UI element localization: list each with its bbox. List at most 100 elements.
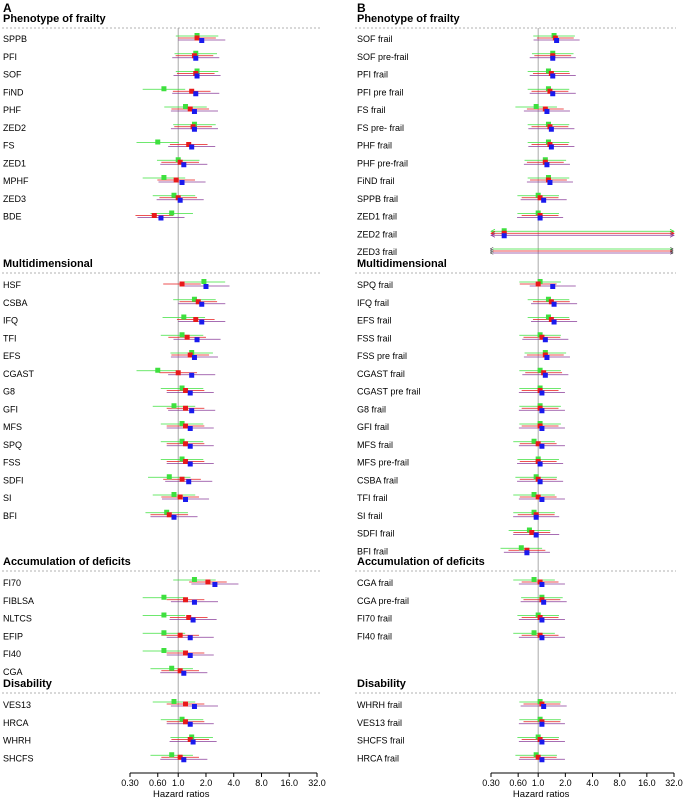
- forest-row: TFI frail: [357, 492, 565, 503]
- point-red: [537, 195, 543, 201]
- point-green: [171, 403, 177, 409]
- point-blue: [191, 704, 197, 709]
- point-red: [183, 650, 189, 656]
- forest-row: GFI frail: [357, 421, 565, 432]
- point-green: [161, 175, 167, 180]
- point-blue: [194, 337, 200, 343]
- row-label: PHF: [3, 105, 22, 115]
- point-green: [545, 296, 551, 302]
- x-tick-label: 0.30: [121, 778, 139, 788]
- row-label: WHRH frail: [357, 700, 402, 710]
- point-red: [184, 334, 190, 340]
- point-blue: [191, 109, 197, 114]
- row-label: ZED2 frail: [357, 229, 397, 239]
- point-blue: [189, 408, 195, 414]
- section-title: Accumulation of deficits: [357, 556, 485, 568]
- row-label: CGAST: [3, 369, 35, 379]
- panel-letter: A: [3, 1, 12, 15]
- forest-row: SDFI frail: [357, 527, 560, 539]
- point-blue: [548, 126, 554, 132]
- x-tick-label: 32.0: [665, 778, 683, 788]
- row-label: FI70: [3, 578, 21, 588]
- point-blue: [539, 426, 545, 431]
- section-title: Accumulation of deficits: [3, 556, 131, 568]
- point-green: [164, 509, 170, 515]
- point-blue: [183, 497, 189, 502]
- panel-letter: B: [357, 1, 366, 15]
- point-blue: [191, 599, 197, 605]
- forest-row: TFI: [3, 332, 221, 343]
- forest-row: FI40 frail: [357, 630, 565, 641]
- point-green: [518, 545, 524, 551]
- x-tick-label: 4.0: [227, 778, 240, 788]
- row-label: MFS: [3, 422, 22, 432]
- row-label: G8: [3, 387, 15, 397]
- point-blue: [539, 635, 545, 641]
- row-label: EFS: [3, 351, 21, 361]
- x-tick-label: 16.0: [638, 778, 656, 788]
- point-green: [161, 86, 167, 92]
- point-green: [531, 492, 537, 497]
- forest-row: HRCA frail: [357, 752, 565, 763]
- point-red: [175, 370, 181, 376]
- section-title: Multidimensional: [357, 258, 447, 270]
- forest-row: PFI frail: [357, 68, 576, 80]
- forest-row: CGA: [3, 665, 208, 677]
- row-label: CGA frail: [357, 578, 393, 588]
- point-blue: [547, 180, 553, 185]
- forest-row: MPHF: [3, 175, 206, 186]
- point-green: [161, 612, 167, 618]
- point-red: [535, 281, 541, 287]
- point-red: [195, 299, 201, 305]
- ci-arrow-right: >: [670, 251, 674, 257]
- point-red: [177, 632, 183, 638]
- row-label: ZED1: [3, 158, 26, 168]
- forest-row: PFI pre frail: [357, 86, 576, 97]
- row-label: SHCFS: [3, 753, 34, 763]
- point-blue: [551, 301, 557, 307]
- forest-row: EFS: [3, 350, 218, 361]
- forest-row: ZED3: [3, 192, 204, 204]
- point-blue: [187, 653, 193, 658]
- row-label: HRCA frail: [357, 753, 399, 763]
- point-blue: [187, 426, 193, 431]
- row-label: FSS frail: [357, 333, 392, 343]
- row-label: TFI frail: [357, 493, 388, 503]
- forest-row: VES13 frail: [357, 716, 565, 728]
- row-label: SHCFS frail: [357, 736, 405, 746]
- row-label: BFI frail: [357, 546, 388, 556]
- point-green: [169, 752, 175, 758]
- forest-row: SOF frail: [357, 33, 580, 44]
- point-red: [547, 88, 553, 94]
- forest-row: ZED1: [3, 157, 208, 168]
- forest-row: FS pre- frail: [357, 121, 575, 133]
- point-green: [171, 699, 177, 704]
- point-green: [179, 438, 185, 444]
- forest-row: WHRH frail: [357, 699, 567, 710]
- point-blue: [187, 461, 193, 467]
- point-blue: [541, 704, 547, 709]
- x-tick-label: 2.0: [200, 778, 213, 788]
- point-blue: [544, 109, 550, 114]
- x-tick-label: 0.60: [509, 778, 527, 788]
- forest-row: PFI: [3, 50, 220, 62]
- forest-row: BDE: [3, 210, 193, 222]
- point-green: [179, 421, 185, 426]
- forest-row: NLTCS: [3, 612, 217, 624]
- point-blue: [542, 372, 548, 378]
- point-blue: [191, 355, 197, 360]
- point-blue: [186, 479, 192, 485]
- row-label: PFI frail: [357, 70, 388, 80]
- row-label: FI40 frail: [357, 631, 392, 641]
- row-label: SPQ frail: [357, 280, 393, 290]
- forest-row: VES13: [3, 699, 218, 710]
- point-blue: [191, 126, 197, 132]
- point-blue: [539, 408, 545, 414]
- point-red: [187, 352, 193, 358]
- ci-arrow-left: <: [490, 249, 494, 255]
- forest-row: SPPB frail: [357, 192, 567, 204]
- forest-row: IFQ frail: [357, 296, 578, 308]
- forest-row: FI70 frail: [357, 612, 565, 624]
- point-green: [155, 139, 161, 145]
- row-label: SDFI frail: [357, 529, 395, 539]
